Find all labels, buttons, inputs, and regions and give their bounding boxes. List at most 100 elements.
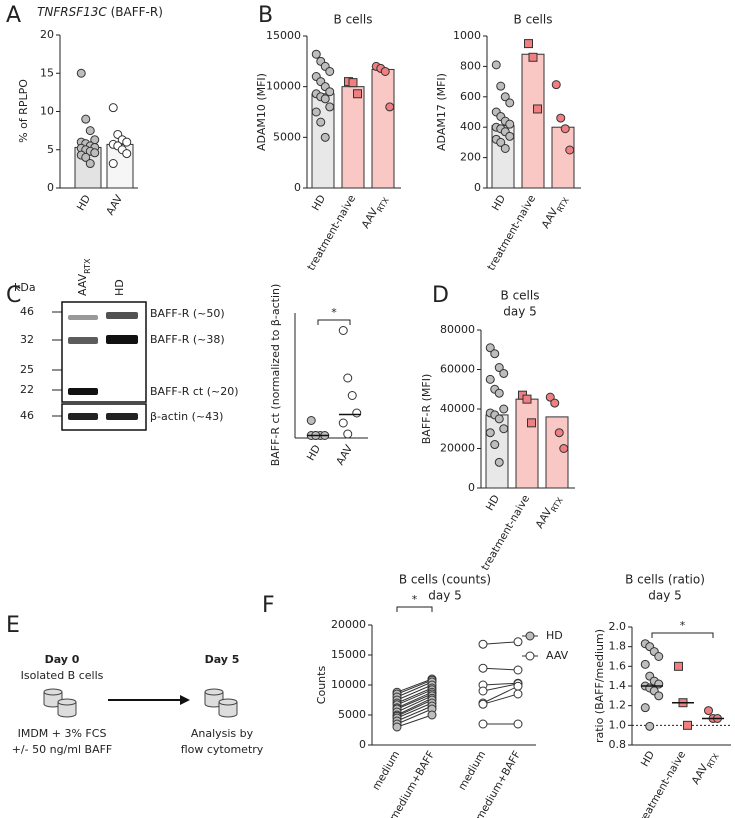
y-tick-label: 15000	[331, 648, 366, 661]
y-tick-label: 400	[460, 120, 481, 133]
y-tick-label: 5000	[338, 708, 366, 721]
y-tick-label: 5000	[273, 130, 301, 143]
x-tick-label: AAV	[334, 442, 355, 467]
chart: 0 20000 40000 60000 80000 B cells day 5 BAFF-R …	[420, 289, 575, 573]
significance-label: *	[680, 619, 686, 632]
point	[494, 414, 504, 424]
point	[122, 137, 132, 147]
y-tick-label: 10	[40, 105, 54, 118]
point	[556, 113, 566, 123]
band-label: β-actin (~43)	[150, 410, 223, 423]
legend-label: HD	[546, 629, 563, 642]
point	[551, 80, 561, 90]
band	[68, 315, 98, 320]
pair-line	[396, 697, 433, 716]
chart-title: TNFRSF13C (BAFF-R)	[37, 5, 163, 19]
pair-line	[396, 702, 433, 719]
bar	[341, 86, 365, 189]
x-tick-label: HD	[639, 749, 657, 769]
chart-title: B cells (counts)	[399, 573, 491, 587]
chart-subtitle: day 5	[503, 305, 537, 319]
lane-sub: RTX	[83, 258, 92, 274]
chart-subtitle: day 5	[648, 589, 682, 603]
x-tick-label: HD	[490, 193, 508, 213]
point	[81, 114, 91, 124]
lane-name: AAV	[76, 273, 89, 296]
band	[68, 388, 98, 395]
bar	[521, 53, 545, 189]
band-label: BAFF-R ct (~20)	[150, 385, 239, 398]
category-name: HD	[490, 193, 508, 213]
point	[654, 652, 664, 661]
blot-marker: 46	[20, 409, 34, 422]
point	[76, 68, 86, 78]
point	[491, 60, 501, 70]
point	[338, 418, 348, 428]
y-tick-label: 600	[460, 90, 481, 103]
panel-label: D	[432, 283, 449, 308]
pair-line	[396, 679, 433, 695]
chart-title: B cells (ratio)	[625, 573, 705, 587]
y-tick-label: 200	[460, 151, 481, 164]
band-label: BAFF-R (~38)	[150, 333, 225, 346]
point	[550, 398, 560, 408]
chart-title: B cells	[514, 13, 553, 27]
point	[494, 457, 504, 467]
pair-line	[482, 685, 519, 704]
point	[559, 444, 569, 453]
step-label: Isolated B cells	[21, 669, 104, 682]
y-axis-label: ADAM17 (MFI)	[435, 73, 448, 151]
chart: BAFF-R ct (normalized to β-actin) HD AAV *	[269, 284, 368, 467]
point	[343, 373, 353, 383]
western-blot: kDa 46 32 25 22 46 AAVRTX HD BAFF-R (~50…	[14, 258, 239, 431]
y-tick-label: 60000	[440, 363, 475, 376]
y-tick-label: 10000	[266, 80, 301, 93]
point	[485, 428, 495, 438]
x-tick-label: AAVRTX	[360, 193, 391, 232]
category-name: medium	[456, 749, 488, 792]
significance-bracket	[396, 606, 433, 612]
bar	[551, 126, 575, 189]
point	[505, 98, 515, 108]
pair-line	[396, 693, 433, 710]
point	[311, 107, 321, 117]
blot-marker: 32	[20, 333, 34, 346]
blot-marker: 46	[20, 305, 34, 318]
chart: 0.8 1.0 1.2 1.4 1.6 1.8 2.0 B cells (ratio) day …	[593, 573, 731, 818]
point	[316, 117, 326, 127]
category-sub: RTX	[375, 195, 391, 213]
point	[645, 721, 655, 731]
point	[500, 92, 510, 102]
pair-line	[396, 708, 433, 725]
blot-marker: 22	[20, 383, 34, 396]
y-tick-label: 800	[460, 59, 481, 72]
point	[513, 681, 523, 691]
point	[494, 363, 504, 373]
category-name: HD	[305, 443, 323, 463]
point	[108, 159, 118, 169]
y-axis-label: Counts	[315, 666, 328, 705]
legend-label: AAV	[546, 649, 569, 662]
band	[68, 337, 98, 344]
y-tick-label: 1.0	[609, 718, 627, 731]
point	[545, 392, 555, 402]
y-tick-label: 0	[47, 181, 54, 194]
significance-bracket	[317, 319, 351, 325]
y-tick-label: 80000	[440, 323, 475, 336]
band	[106, 335, 138, 344]
lane-label: AAVRTX	[76, 258, 92, 296]
point	[554, 428, 564, 438]
y-axis-label: BAFF-R ct (normalized to β-actin)	[269, 284, 282, 467]
point	[513, 665, 523, 675]
category-name: AAV	[334, 442, 355, 467]
point	[527, 418, 536, 428]
point	[513, 719, 523, 729]
point	[85, 126, 95, 136]
point	[522, 394, 532, 404]
point	[320, 94, 330, 104]
band	[106, 413, 138, 420]
point	[320, 132, 330, 142]
y-tick-label: 1.2	[609, 699, 627, 712]
